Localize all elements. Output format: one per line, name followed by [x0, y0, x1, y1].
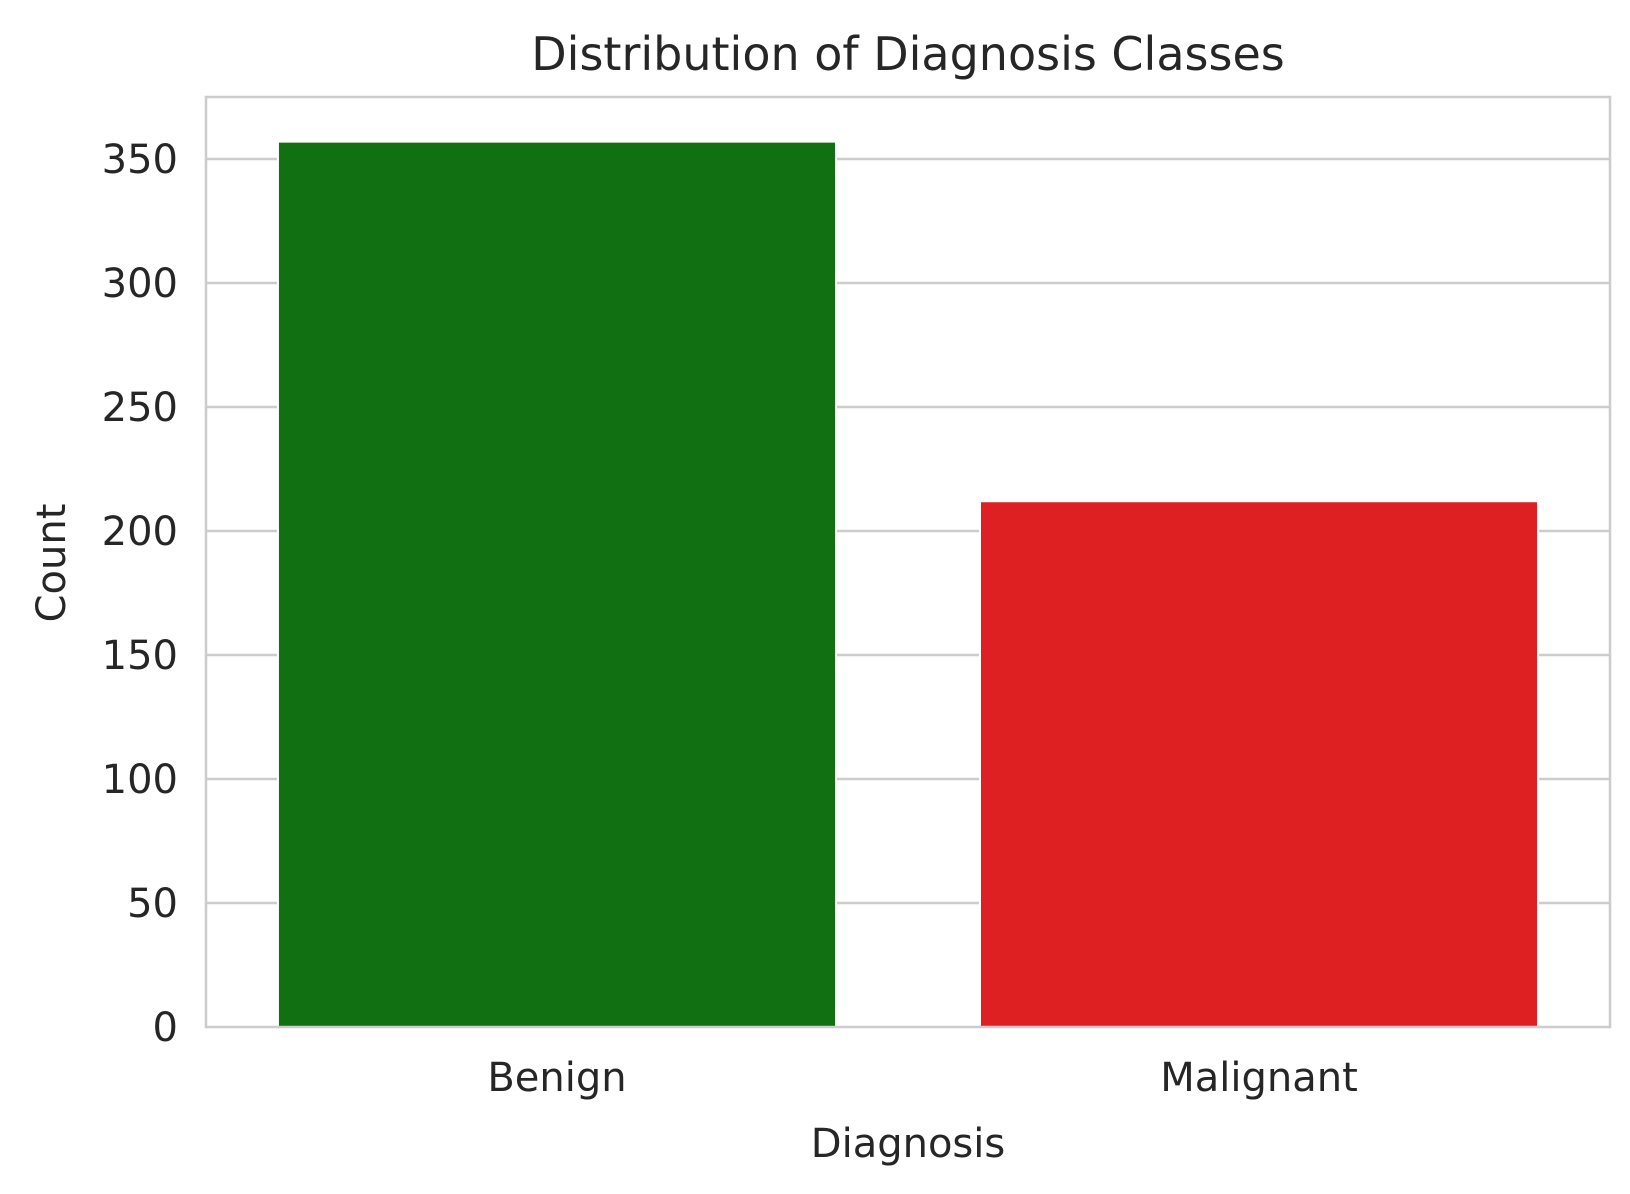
bar-benign — [276, 140, 838, 1028]
x-tick-label: Malignant — [1160, 1055, 1358, 1101]
bar-malignant — [978, 500, 1540, 1028]
y-tick-label: 250 — [102, 385, 178, 431]
y-tick-label: 350 — [102, 137, 178, 183]
y-tick-labels: 0 50 100 150 200 250 300 350 — [102, 137, 178, 1051]
plot-frame — [204, 95, 1612, 1029]
x-tick-labels: Benign Malignant — [487, 1055, 1357, 1101]
y-tick-label: 300 — [102, 261, 178, 307]
x-tick-label: Benign — [487, 1055, 626, 1101]
y-tick-label: 200 — [102, 509, 178, 555]
y-tick-label: 50 — [127, 881, 178, 927]
y-axis-label: Count — [29, 504, 75, 623]
bars — [276, 140, 1540, 1028]
y-tick-label: 150 — [102, 633, 178, 679]
y-tick-label: 0 — [153, 1005, 178, 1051]
y-tick-label: 100 — [102, 757, 178, 803]
chart-title: Distribution of Diagnosis Classes — [531, 27, 1284, 81]
x-axis-label: Diagnosis — [811, 1121, 1005, 1167]
